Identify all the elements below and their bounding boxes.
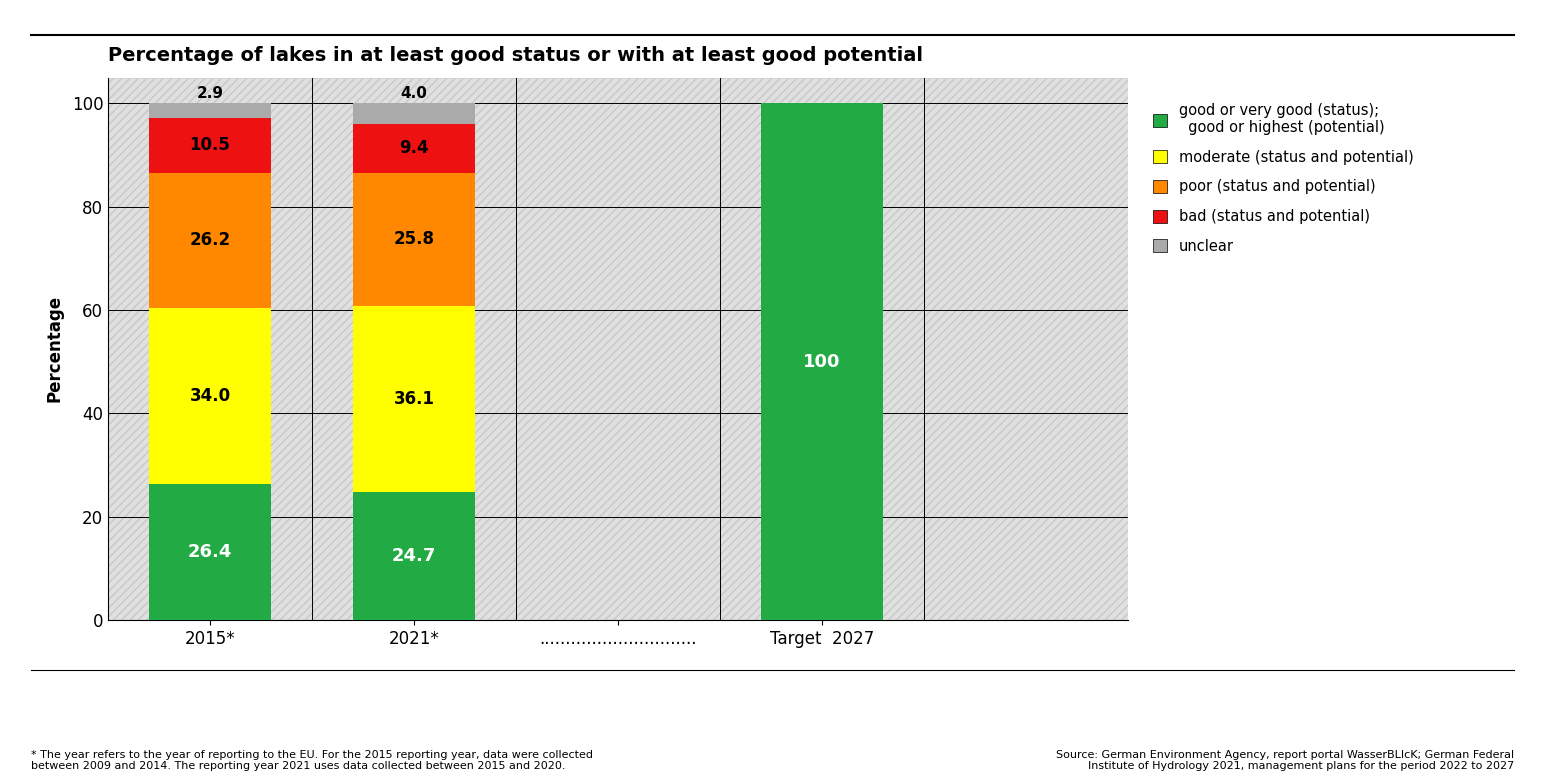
Text: 9.4: 9.4 — [399, 140, 430, 157]
Text: 10.5: 10.5 — [190, 136, 230, 154]
Text: 2.9: 2.9 — [196, 86, 224, 101]
Bar — [148, 173, 272, 308]
Bar — [352, 173, 476, 306]
Text: 4.0: 4.0 — [400, 86, 428, 101]
Text: 26.2: 26.2 — [190, 231, 230, 250]
Text: 25.8: 25.8 — [394, 230, 434, 248]
Text: 24.7: 24.7 — [392, 547, 436, 565]
Text: Percentage of lakes in at least good status or with at least good potential: Percentage of lakes in at least good sta… — [108, 46, 924, 65]
Text: 100: 100 — [803, 353, 840, 370]
Y-axis label: Percentage: Percentage — [45, 295, 63, 402]
Bar — [148, 103, 272, 119]
Legend: good or very good (status);
  good or highest (potential), moderate (status and : good or very good (status); good or high… — [1145, 95, 1421, 261]
Text: 26.4: 26.4 — [188, 542, 232, 561]
Bar — [352, 103, 476, 124]
Text: 34.0: 34.0 — [190, 387, 230, 405]
Bar — [352, 492, 476, 620]
Bar — [148, 484, 272, 620]
Bar — [760, 103, 884, 620]
Text: Source: German Environment Agency, report portal WasserBLIcK; German Federal
Ins: Source: German Environment Agency, repor… — [1055, 749, 1514, 771]
Bar — [148, 308, 272, 484]
Text: * The year refers to the year of reporting to the EU. For the 2015 reporting yea: * The year refers to the year of reporti… — [31, 749, 593, 771]
Bar — [352, 306, 476, 492]
Text: 36.1: 36.1 — [394, 390, 434, 408]
Bar — [148, 119, 272, 173]
Bar — [352, 124, 476, 173]
